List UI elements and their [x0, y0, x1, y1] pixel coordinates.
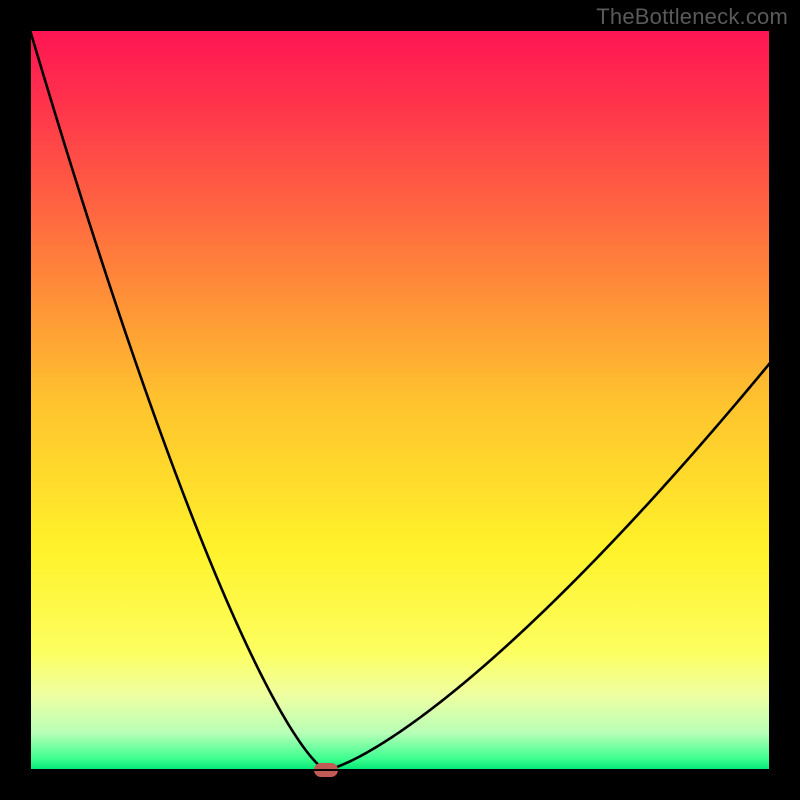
bottleneck-chart — [0, 0, 800, 800]
watermark-text: TheBottleneck.com — [596, 4, 788, 30]
chart-gradient-background — [30, 30, 770, 770]
